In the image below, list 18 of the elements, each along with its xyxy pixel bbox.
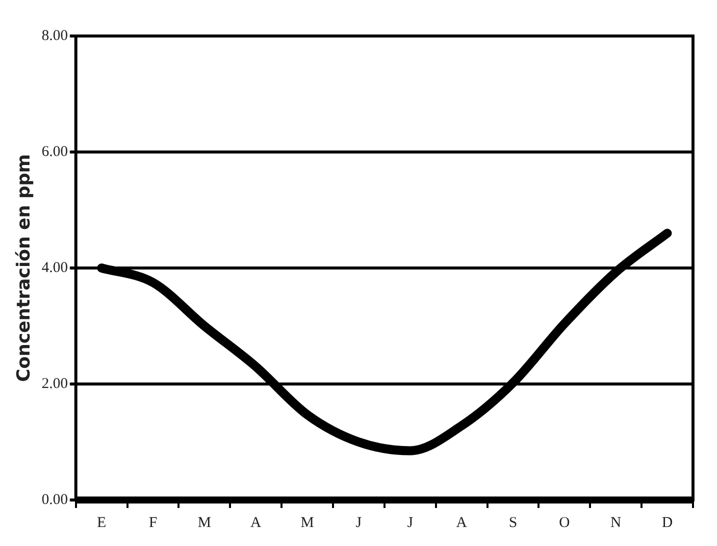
x-tick-label: N	[610, 514, 622, 531]
x-tick-label: O	[559, 514, 570, 531]
y-tick-label: 8.00	[42, 28, 68, 44]
x-tick-label: A	[456, 514, 468, 531]
x-tick-label: M	[300, 514, 314, 531]
x-tick-label: J	[356, 514, 362, 531]
x-tick-label: M	[198, 514, 212, 531]
y-tick-label: 0.00	[42, 492, 68, 508]
x-tick-label: J	[407, 514, 414, 531]
x-tick-label: F	[148, 514, 158, 531]
y-axis-title: Concentración en ppm	[13, 154, 34, 382]
y-tick-label: 4.00	[42, 260, 68, 276]
y-tick-label: 2.00	[42, 376, 68, 392]
x-tick-label: S	[508, 514, 518, 531]
x-tick-label: D	[662, 514, 673, 531]
x-tick-label: E	[96, 514, 106, 531]
x-tick-label: A	[250, 514, 262, 531]
y-tick-label: 6.00	[42, 144, 68, 160]
